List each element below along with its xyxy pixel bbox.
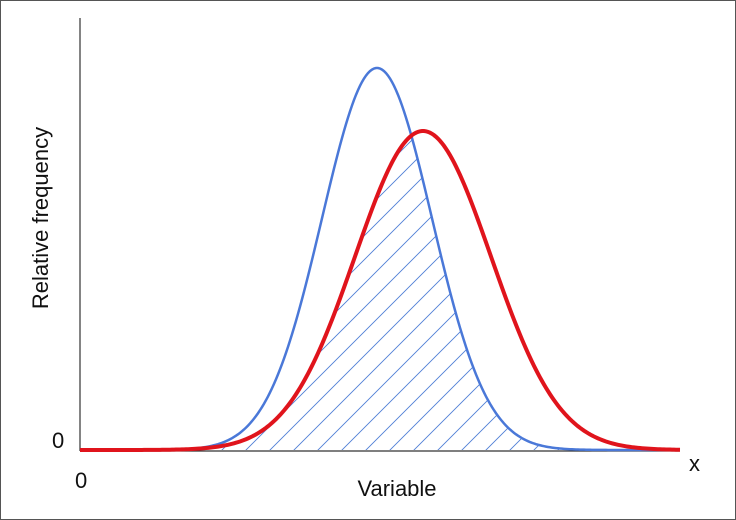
x-axis-label: Variable <box>357 476 436 501</box>
overlap-area <box>190 136 560 450</box>
x-end-label: x <box>689 451 700 476</box>
y-origin-label: 0 <box>52 428 64 453</box>
y-axis-label: Relative frequency <box>28 127 53 309</box>
x-origin-label: 0 <box>75 468 87 493</box>
red-curve <box>80 129 681 452</box>
